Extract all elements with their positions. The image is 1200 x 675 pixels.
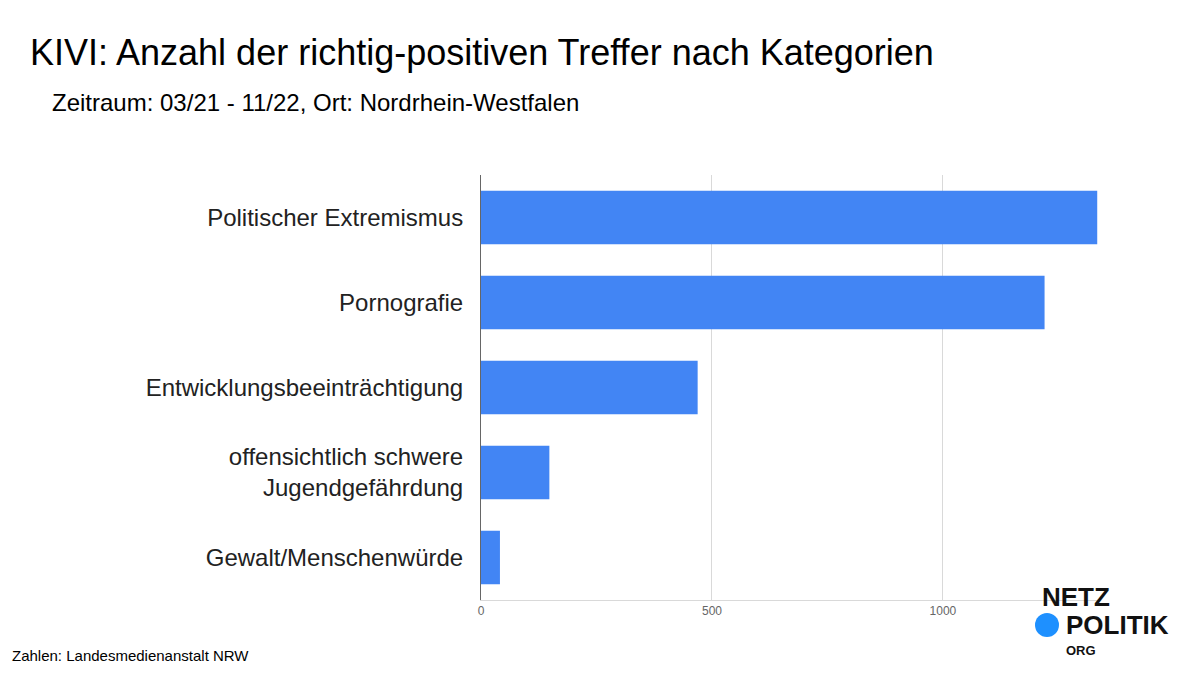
svg-text:Zahlen: Landesmedienanstalt NR: Zahlen: Landesmedienanstalt NRW [12, 647, 249, 664]
svg-text:Entwicklungsbeeinträchtigung: Entwicklungsbeeinträchtigung [146, 374, 464, 401]
svg-text:Gewalt/Menschenwürde: Gewalt/Menschenwürde [206, 544, 463, 571]
svg-text:offensichtlich schwereJugendge: offensichtlich schwereJugendgefährdung [229, 443, 463, 501]
svg-text:Pornografie: Pornografie [339, 289, 463, 316]
svg-text:POLITIK: POLITIK [1066, 610, 1169, 640]
svg-text:Politischer Extremismus: Politischer Extremismus [207, 204, 463, 231]
svg-text:500: 500 [702, 604, 722, 618]
svg-text:0: 0 [478, 604, 485, 618]
svg-text:1000: 1000 [930, 604, 957, 618]
svg-text:Zeitraum: 03/21 - 11/22, Ort:: Zeitraum: 03/21 - 11/22, Ort: Nordrhein-… [52, 89, 579, 116]
svg-text:NETZ: NETZ [1042, 582, 1110, 612]
svg-text:KIVI: Anzahl der richtig-posit: KIVI: Anzahl der richtig-positiven Treff… [30, 32, 934, 73]
svg-text:ORG: ORG [1066, 643, 1096, 658]
